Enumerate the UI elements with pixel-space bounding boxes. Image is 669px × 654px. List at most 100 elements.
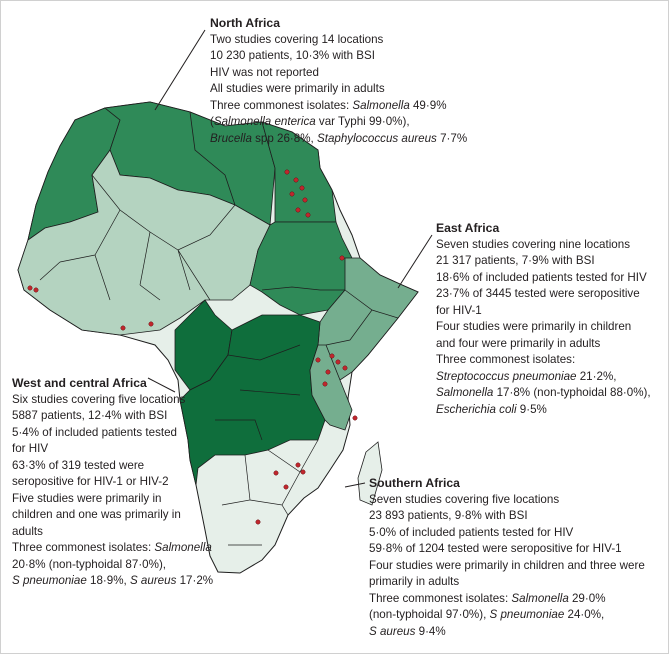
- panel-line: 21 317 patients, 7·9% with BSI: [436, 254, 595, 267]
- panel-line: 18·6% of included patients tested for HI…: [436, 270, 647, 284]
- isolate-name: S pneumoniae: [489, 608, 565, 621]
- leader-west: [147, 377, 176, 393]
- site-marker: [325, 369, 331, 375]
- border-algeria-libya: [189, 111, 236, 206]
- border-sudan-south: [261, 286, 345, 291]
- site-marker: [300, 469, 306, 475]
- isolate-value: 24·0%,: [564, 608, 605, 621]
- panel-line: and four were primarily in adults: [436, 336, 601, 350]
- panel-line: 5·4% of included patients tested: [12, 425, 177, 439]
- isolate-name: S pneumoniae: [12, 574, 87, 587]
- site-marker: [120, 325, 126, 331]
- panel-isolates: (non-typhoidal 97·0%), S pneumoniae 24·0…: [369, 607, 645, 624]
- panel-isolates: S pneumoniae 18·9%, S aureus 17·2%: [12, 573, 213, 590]
- panel-title: North Africa: [210, 16, 280, 30]
- panel-line: Four studies were primarily in children …: [369, 558, 645, 572]
- site-marker: [305, 212, 311, 218]
- site-marker: [284, 169, 290, 175]
- site-marker: [302, 197, 308, 203]
- isolate-name: Brucella: [210, 131, 252, 145]
- borders-horn: [325, 289, 399, 346]
- isolates-prefix: Three commonest isolates:: [369, 591, 512, 605]
- borders-central: [215, 344, 301, 441]
- site-markers: [27, 169, 358, 525]
- site-marker: [148, 321, 154, 327]
- panel-isolates: S aureus 9·4%: [369, 624, 645, 641]
- panel-isolates: 20·8% (non-typhoidal 87·0%),: [12, 557, 213, 574]
- panel-line: Two studies covering 14 locations: [210, 32, 384, 46]
- panel-line: Four studies were primarily in children: [436, 320, 632, 333]
- site-marker: [315, 357, 321, 363]
- isolate-name: Salmonella enterica: [213, 115, 316, 128]
- site-marker: [342, 365, 348, 371]
- borders-sahel: [39, 174, 236, 301]
- site-marker: [295, 207, 301, 213]
- isolate-name: Escherichia coli: [436, 402, 517, 416]
- isolate-value: 9·5%: [516, 402, 547, 416]
- isolates-prefix: Three commonest isolates:: [12, 541, 155, 554]
- panel-line: adults: [12, 524, 43, 538]
- panel-line: Seven studies covering nine locations: [436, 237, 630, 251]
- region-horn: [317, 257, 419, 381]
- isolate-name: Salmonella: [352, 98, 410, 112]
- region-egypt: [261, 121, 337, 223]
- panel-line: 23·7% of 3445 tested were seropositive: [436, 287, 640, 300]
- panel-line: Three commonest isolates:: [436, 353, 576, 366]
- panel-isolates: Streptococcus pneumoniae 21·2%,: [436, 369, 651, 386]
- leader-north: [154, 29, 206, 111]
- panel-isolates: (Salmonella enterica var Typhi 99·0%),: [210, 114, 467, 131]
- panel-line: Seven studies covering five locations: [369, 492, 560, 506]
- madagascar: [357, 441, 383, 506]
- site-marker: [33, 287, 39, 293]
- panel-title: East Africa: [436, 221, 500, 235]
- isolates-prefix: Three commonest isolates:: [210, 98, 353, 112]
- site-marker: [352, 415, 358, 421]
- isolate-value: 17·2%: [176, 574, 214, 587]
- panel-line: All studies were primarily in adults: [210, 82, 385, 95]
- region-lakes: [309, 344, 353, 431]
- panel-isolates: Escherichia coli 9·5%: [436, 402, 651, 419]
- site-marker: [339, 255, 345, 261]
- panel-isolates: Three commonest isolates: Salmonella 49·…: [210, 98, 467, 115]
- isolate-name: Salmonella: [511, 591, 569, 605]
- panel-west-central-africa: West and central Africa Six studies cove…: [12, 375, 213, 590]
- panel-title: West and central Africa: [12, 376, 147, 390]
- leader-south: [344, 482, 366, 488]
- panel-line: 5887 patients, 12·4% with BSI: [12, 409, 168, 422]
- leader-east: [397, 234, 433, 289]
- panel-north-africa: North Africa Two studies covering 14 loc…: [210, 15, 467, 147]
- isolate-name: Salmonella: [436, 386, 494, 399]
- panel-southern-africa: Southern Africa Seven studies covering f…: [369, 475, 645, 640]
- isolate-name: Staphylococcus aureus: [316, 131, 437, 145]
- site-marker: [27, 285, 33, 291]
- borders-south: [221, 439, 319, 546]
- isolate-value: spp 26·8%,: [251, 131, 317, 145]
- leader-lines: [147, 29, 433, 488]
- isolate-value: 49·9%: [409, 98, 447, 112]
- isolate-value: 7·7%: [436, 131, 468, 145]
- site-marker: [283, 484, 289, 490]
- isolate-paren: (: [210, 115, 214, 128]
- isolate-value: 17·8% (non-typhoidal 88·0%),: [493, 386, 651, 399]
- panel-isolates: Three commonest isolates: Salmonella: [12, 540, 213, 557]
- panel-line: for HIV-1: [436, 303, 482, 317]
- isolate-name: Streptococcus pneumoniae: [436, 369, 577, 383]
- site-marker: [335, 359, 341, 365]
- isolate-name: S aureus: [129, 574, 177, 587]
- panel-line: 10 230 patients, 10·3% with BSI: [210, 49, 375, 62]
- isolate-value: var Typhi 99·0%),: [315, 115, 410, 128]
- panel-line: for HIV: [12, 442, 49, 455]
- site-marker: [295, 462, 301, 468]
- site-marker: [322, 381, 328, 387]
- isolate-value: 29·0%: [568, 591, 606, 605]
- panel-isolates: Brucella spp 26·8%, Staphylococcus aureu…: [210, 131, 467, 148]
- panel-title: Southern Africa: [369, 476, 460, 490]
- panel-line: Six studies covering five locations: [12, 392, 186, 406]
- site-marker: [299, 185, 305, 191]
- isolate-name: S aureus: [369, 624, 416, 638]
- panel-line: children and one was primarily in: [12, 508, 181, 521]
- panel-line: 5·0% of included patients tested for HIV: [369, 525, 574, 539]
- panel-line: 23 893 patients, 9·8% with BSI: [369, 509, 528, 522]
